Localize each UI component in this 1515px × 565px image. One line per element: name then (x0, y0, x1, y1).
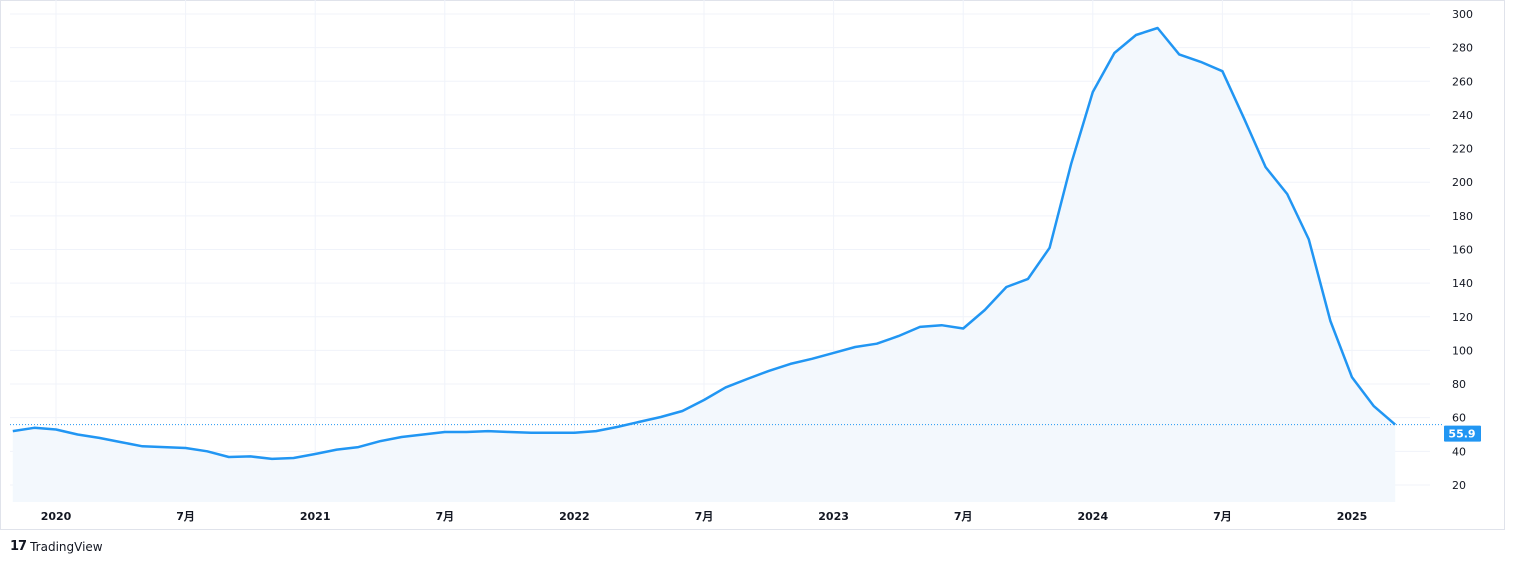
x-tick-label: 7月 (1213, 510, 1232, 523)
chart-frame (0, 0, 1505, 530)
y-tick-label: 120 (1452, 311, 1473, 324)
x-tick-label: 2021 (300, 510, 331, 523)
x-tick-label: 7月 (435, 510, 454, 523)
series-line[interactable] (12, 26, 1397, 461)
y-tick-label: 160 (1452, 243, 1473, 256)
y-tick-label: 60 (1452, 412, 1466, 425)
x-tick-label: 2024 (1077, 510, 1108, 523)
tradingview-logo-icon: 17 (10, 539, 27, 554)
y-tick-label: 140 (1452, 277, 1473, 290)
x-tick-label: 2025 (1337, 510, 1368, 523)
y-tick-label: 280 (1452, 42, 1473, 55)
y-tick-label: 220 (1452, 143, 1473, 156)
y-tick-label: 80 (1452, 378, 1466, 391)
x-tick-label: 2023 (818, 510, 849, 523)
y-tick-label: 260 (1452, 75, 1473, 88)
y-tick-label: 240 (1452, 109, 1473, 122)
x-tick-label: 2020 (41, 510, 72, 523)
y-tick-label: 300 (1452, 8, 1473, 21)
last-value-label: 55.9 (1444, 425, 1481, 442)
logo-text: TradingView (30, 539, 103, 554)
last-value-text: 55.9 (1448, 428, 1475, 441)
y-tick-label: 200 (1452, 176, 1473, 189)
series-area-fill (12, 28, 1396, 502)
y-tick-label: 40 (1452, 445, 1466, 458)
price-axis[interactable]: 300 280 260 240 220 200 180 160 140 120 100 80 60 40 2… (1452, 8, 1473, 492)
time-axis[interactable]: 2020 7月 2021 7月 2022 7月 2023 7月 2024 7月 2025 (41, 510, 1368, 523)
tradingview-logo[interactable]: 17 TradingView (10, 539, 103, 554)
x-tick-label: 7月 (954, 510, 973, 523)
y-tick-label: 180 (1452, 210, 1473, 223)
x-tick-label: 7月 (695, 510, 714, 523)
y-tick-label: 20 (1452, 479, 1466, 492)
y-tick-label: 100 (1452, 344, 1473, 357)
last-value-badge (1444, 425, 1481, 442)
x-tick-label: 2022 (559, 510, 590, 523)
x-tick-label: 7月 (176, 510, 195, 523)
